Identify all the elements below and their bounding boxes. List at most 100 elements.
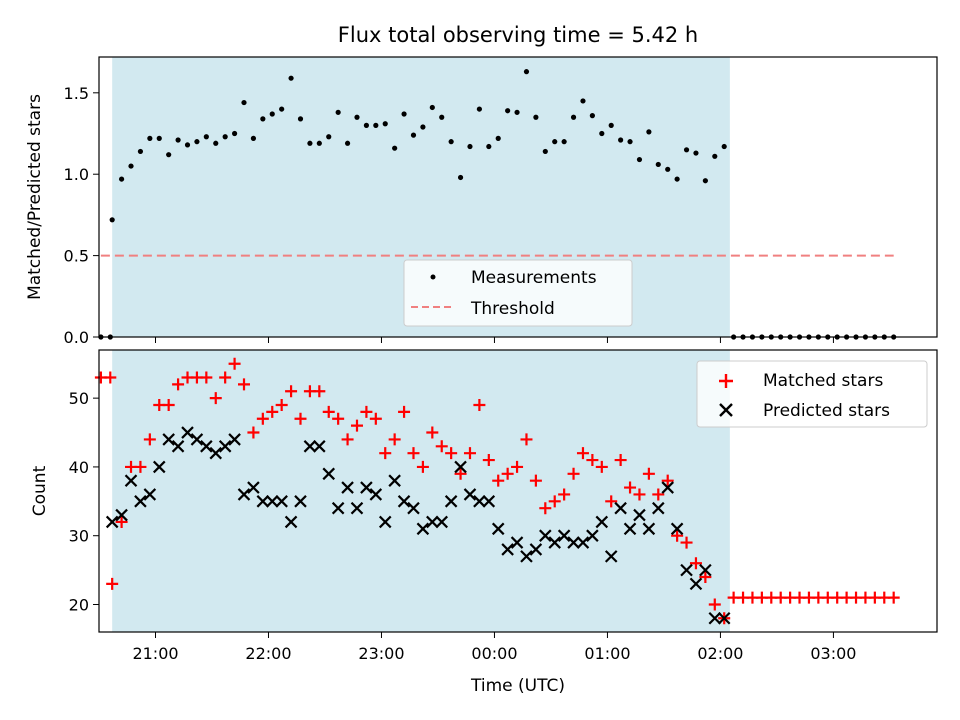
measurement-point (505, 108, 511, 114)
matched-stars-point (614, 454, 627, 467)
matched-stars-point (576, 447, 589, 460)
legend-measurements-label: Measurements (471, 268, 597, 288)
matched-stars-point (332, 412, 345, 425)
matched-stars-point (454, 467, 467, 480)
measurement-point (241, 99, 247, 106)
matched-stars-point (247, 426, 260, 439)
measurement-point (608, 122, 614, 128)
measurement-point (175, 137, 181, 143)
measurement-point (712, 153, 718, 159)
matched-stars-point (416, 460, 429, 473)
matched-stars-point (341, 433, 354, 446)
predicted-stars-point (529, 543, 543, 556)
measurement-point (533, 114, 539, 120)
matched-stars-point (275, 399, 288, 412)
measurement-point (382, 121, 388, 127)
predicted-stars-point (557, 529, 571, 542)
measurement-point (495, 135, 501, 141)
predicted-stars-point (388, 474, 401, 487)
matched-stars-point (511, 460, 524, 473)
matched-stars-point (322, 405, 335, 418)
measurement-point (439, 114, 445, 120)
measurement-point (288, 75, 294, 81)
x-axis-label: Time (UTC) (470, 676, 565, 696)
matched-stars-point (369, 412, 382, 425)
matched-stars-point (689, 557, 702, 570)
predicted-stars-point (341, 481, 354, 494)
predicted-stars-point (397, 495, 411, 508)
predicted-stars-point (124, 474, 138, 487)
matched-stars-point (104, 371, 117, 384)
measurement-point (166, 152, 172, 158)
y-tick-label: 20 (69, 595, 89, 614)
predicted-stars-point (473, 495, 486, 508)
predicted-stars-point (407, 501, 420, 515)
measurement-point (420, 124, 426, 130)
measurement-point (203, 134, 209, 140)
measurement-point (307, 140, 313, 146)
measurement-point (646, 129, 652, 135)
bottom-marks (94, 357, 900, 625)
matched-stars-point (172, 378, 185, 391)
predicted-stars-point (134, 495, 147, 508)
predicted-stars-point (105, 515, 119, 529)
predicted-stars-point (416, 522, 430, 536)
measurement-point (297, 116, 304, 122)
measurement-point (137, 148, 144, 155)
predicted-stars-point (331, 501, 345, 515)
matched-stars-point (426, 426, 439, 439)
matched-stars-point (143, 433, 156, 446)
matched-stars-point (482, 454, 495, 467)
matched-stars-point (294, 412, 307, 425)
matched-stars-point (228, 357, 241, 370)
predicted-stars-point (623, 522, 637, 536)
matched-stars-point (200, 371, 213, 384)
predicted-stars-point (491, 522, 505, 536)
legend-threshold-label: Threshold (470, 299, 555, 319)
measurement-point (401, 111, 407, 117)
x-tick-label: 03:00 (810, 644, 856, 663)
legend-predicted-marker (719, 403, 733, 417)
measurement-point (448, 139, 454, 145)
matched-stars-point (652, 488, 665, 501)
matched-stars-point (680, 536, 693, 549)
top-y-axis-label: Matched/Predicted stars (25, 94, 45, 300)
predicted-stars-point (661, 481, 674, 494)
measurement-point (476, 106, 482, 112)
measurement-point (674, 176, 680, 182)
measurement-point (655, 161, 661, 168)
legend-measurements-marker (430, 274, 436, 280)
predicted-stars-point (539, 529, 552, 542)
measurement-point (156, 135, 162, 141)
predicted-stars-point (237, 488, 251, 501)
matched-stars-point (435, 440, 448, 453)
predicted-stars-point (708, 611, 722, 625)
predicted-stars-point (633, 508, 646, 522)
predicted-stars-point (435, 515, 449, 529)
matched-stars-point (360, 405, 373, 418)
matched-stars-point (407, 447, 420, 460)
measurement-point (231, 130, 238, 137)
measurement-point (618, 137, 624, 143)
matched-stars-point (708, 598, 721, 611)
matched-stars-point (605, 495, 618, 508)
measurement-point (467, 143, 473, 150)
measurement-point (599, 130, 605, 137)
measurement-point (589, 113, 595, 119)
bottom-legend: Matched stars Predicted stars (696, 360, 928, 428)
matched-stars-point (520, 433, 533, 446)
matched-stars-point (548, 495, 561, 508)
matched-stars-point (379, 447, 392, 460)
matched-stars-point (313, 385, 326, 398)
measurement-point (552, 139, 558, 145)
predicted-stars-point (595, 515, 609, 529)
legend-matched-label: Matched stars (763, 371, 883, 391)
chart-title: Flux total observing time = 5.42 h (338, 23, 698, 47)
matched-stars-point (567, 467, 580, 480)
matched-stars-point (115, 515, 128, 528)
predicted-stars-point (115, 508, 128, 522)
predicted-stars-point (444, 495, 458, 508)
predicted-stars-point (586, 529, 599, 542)
measurement-point (213, 140, 219, 146)
